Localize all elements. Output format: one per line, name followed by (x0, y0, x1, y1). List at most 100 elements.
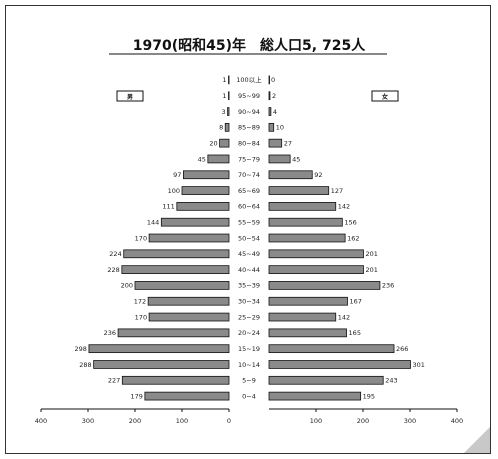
male-bar (93, 360, 230, 369)
age-label: 70~74 (238, 171, 260, 179)
age-label: 90~94 (238, 108, 260, 116)
age-label: 20~24 (238, 329, 260, 337)
male-bar (144, 391, 230, 401)
female-bar (268, 170, 313, 180)
female-value-label: 243 (385, 377, 397, 385)
female-bar (268, 75, 270, 85)
male-value-label: 1 (222, 92, 226, 100)
x-tick-label: 100 (176, 417, 188, 425)
female-bar (268, 154, 291, 164)
male-value-label: 3 (221, 108, 225, 116)
male-bar (121, 265, 230, 274)
female-bar (268, 233, 346, 243)
male-value-label: 236 (104, 329, 116, 337)
age-label: 0~4 (242, 392, 256, 400)
male-value-label: 45 (198, 155, 206, 163)
male-value-label: 1 (222, 76, 226, 84)
female-value-label: 92 (314, 171, 322, 179)
female-bar (268, 312, 337, 322)
population-pyramid-chart: 1970(昭和45)年 総人口5, 725人 男 女 0~4 179 195 5~9 2… (35, 37, 463, 425)
male-value-label: 172 (134, 298, 146, 306)
female-bar (268, 249, 364, 259)
male-value-label: 144 (147, 218, 159, 226)
female-value-label: 2 (272, 92, 276, 100)
female-value-label: 0 (271, 76, 275, 84)
male-bar (134, 281, 230, 290)
age-label: 60~64 (238, 203, 260, 211)
male-bar (117, 328, 230, 338)
female-value-label: 195 (363, 392, 375, 400)
male-value-label: 179 (130, 392, 142, 400)
female-bar (268, 265, 364, 274)
male-bar (148, 312, 230, 322)
x-tick-label: 300 (404, 417, 416, 425)
female-value-label: 156 (344, 218, 356, 226)
male-value-label: 170 (135, 234, 147, 242)
age-label: 75~79 (238, 155, 260, 163)
male-bar (181, 186, 230, 195)
female-value-label: 266 (396, 345, 408, 353)
age-label: 40~44 (238, 266, 260, 274)
female-value-label: 201 (365, 250, 377, 258)
female-bar (268, 122, 275, 132)
male-value-label: 8 (219, 124, 223, 132)
age-label: 100以上 (236, 75, 262, 84)
female-bar (268, 91, 271, 101)
age-label: 85~89 (238, 124, 260, 132)
age-label: 45~49 (238, 250, 260, 258)
x-tick-label: 400 (451, 417, 463, 425)
male-value-label: 200 (121, 282, 133, 290)
age-label: 65~69 (238, 187, 260, 195)
female-value-label: 45 (292, 155, 300, 163)
male-bar (160, 217, 230, 227)
female-bar (268, 107, 272, 116)
male-bar (228, 75, 230, 85)
chart-title: 1970(昭和45)年 総人口5, 725人 (133, 37, 366, 54)
male-bar (227, 107, 230, 116)
legend-male-label: 男 (127, 93, 133, 101)
x-tick-label: 200 (357, 417, 369, 425)
female-bar (268, 217, 343, 227)
male-bar (147, 296, 230, 306)
male-value-label: 227 (108, 377, 120, 385)
male-bar (224, 122, 230, 132)
female-bar (268, 138, 283, 148)
age-label: 15~19 (238, 345, 260, 353)
male-value-label: 111 (162, 203, 174, 211)
male-bar (207, 154, 230, 164)
age-label: 80~84 (238, 139, 260, 147)
male-value-label: 20 (209, 139, 217, 147)
female-bar (268, 186, 330, 195)
x-axis: 400 300 200 100 0 100 200 300 400 (35, 408, 463, 425)
male-value-label: 228 (107, 266, 119, 274)
female-value-label: 167 (349, 298, 361, 306)
female-value-label: 162 (347, 234, 359, 242)
chart-page: 1970(昭和45)年 総人口5, 725人 男 女 0~4 179 195 5~9 2… (5, 5, 491, 454)
x-tick-label: 100 (310, 417, 322, 425)
age-label: 10~14 (238, 361, 260, 369)
male-value-label: 288 (79, 361, 91, 369)
x-tick-label: 0 (227, 417, 231, 425)
male-bar (176, 202, 230, 211)
male-value-label: 224 (109, 250, 121, 258)
female-value-label: 27 (284, 139, 292, 147)
male-bar (148, 233, 230, 243)
male-value-label: 100 (168, 187, 180, 195)
female-bar (268, 281, 381, 290)
female-value-label: 236 (382, 282, 394, 290)
male-bar (228, 91, 230, 101)
age-label: 5~9 (242, 377, 256, 385)
female-value-label: 10 (276, 124, 284, 132)
age-label: 35~39 (238, 282, 260, 290)
female-bar (268, 375, 384, 385)
female-bar (268, 360, 411, 369)
male-bar (88, 344, 230, 354)
age-label: 30~34 (238, 298, 260, 306)
female-bar (268, 202, 337, 211)
female-value-label: 4 (273, 108, 277, 116)
legend-female-label: 女 (382, 93, 388, 101)
female-bar (268, 391, 362, 401)
x-tick-label: 200 (129, 417, 141, 425)
female-value-label: 127 (331, 187, 343, 195)
